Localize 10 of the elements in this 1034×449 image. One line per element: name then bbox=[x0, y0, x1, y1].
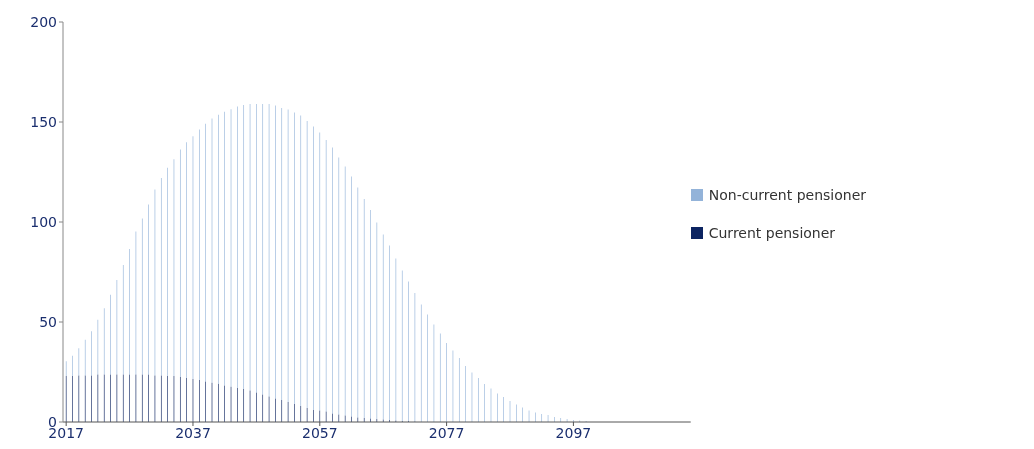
y-tick-label: 100 bbox=[30, 213, 57, 230]
y-tick-label: 200 bbox=[30, 13, 57, 30]
y-tick-label: 150 bbox=[30, 113, 57, 130]
legend-label: Current pensioner bbox=[708, 224, 836, 241]
x-tick-label: 2057 bbox=[301, 424, 338, 441]
x-tick-label: 2097 bbox=[555, 424, 592, 441]
y-tick-label: 50 bbox=[39, 313, 57, 330]
x-tick-label: 2077 bbox=[428, 424, 465, 441]
x-tick-label: 2037 bbox=[175, 424, 211, 441]
legend-label: Non-current pensioner bbox=[708, 186, 866, 203]
